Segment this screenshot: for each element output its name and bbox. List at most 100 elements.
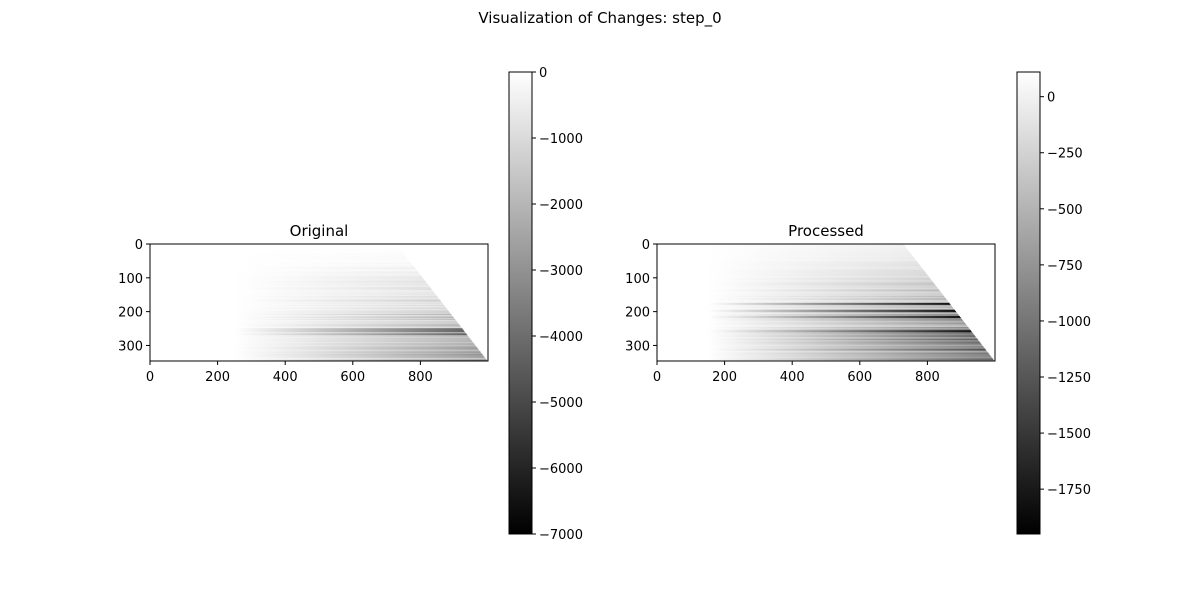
- heatmap-row: [657, 321, 964, 323]
- heatmap-row: [657, 324, 967, 326]
- heatmap-row: [657, 355, 991, 357]
- heatmap-row: [150, 338, 471, 340]
- heatmap-row: [150, 358, 487, 360]
- heatmap-row: [657, 284, 936, 286]
- x-tick-label: 400: [780, 370, 805, 385]
- heatmap-row: [150, 260, 410, 262]
- heatmap-row: [150, 301, 442, 304]
- heatmap-row: [150, 350, 480, 352]
- heatmap-row: [657, 301, 949, 304]
- heatmap-row: [150, 292, 435, 295]
- heatmap-row: [657, 280, 933, 282]
- heatmap-row: [150, 344, 476, 346]
- heatmap-row: [657, 312, 958, 315]
- colorbar-tick-label: −750: [1047, 259, 1083, 274]
- colorbar-tick-label: 0: [539, 66, 547, 81]
- heatmap-row: [150, 252, 404, 254]
- processed-heatmap: [657, 244, 995, 361]
- heatmap-row: [150, 288, 432, 290]
- heatmap-row: [657, 345, 983, 347]
- heatmap-row: [150, 293, 436, 296]
- heatmap-row: [150, 278, 424, 280]
- heatmap-row: [150, 269, 417, 271]
- heatmap-row: [657, 344, 983, 346]
- heatmap-row: [150, 349, 480, 351]
- heatmap-row: [150, 328, 463, 330]
- colorbar-tick-label: −1000: [1047, 315, 1091, 330]
- y-tick-label: 200: [118, 306, 143, 321]
- heatmap-row: [150, 356, 485, 358]
- heatmap-row: [150, 359, 487, 361]
- heatmap-row: [150, 272, 419, 274]
- heatmap-row: [657, 261, 918, 263]
- heatmap-row: [150, 333, 467, 335]
- heatmap-row: [150, 273, 420, 275]
- heatmap-row: [657, 304, 952, 307]
- heatmap-row: [657, 297, 946, 300]
- heatmap-row: [150, 320, 457, 322]
- heatmap-row: [150, 284, 429, 286]
- heatmap-row: [150, 335, 468, 337]
- heatmap-row: [150, 246, 399, 248]
- heatmap-row: [657, 258, 915, 260]
- heatmap-row: [657, 331, 972, 333]
- heatmap-row: [657, 272, 926, 274]
- heatmap-row: [150, 334, 468, 336]
- heatmap-row: [657, 293, 943, 296]
- heatmap-row: [657, 342, 981, 344]
- heatmap-row: [657, 307, 954, 310]
- colorbar-tick-label: −1750: [1047, 483, 1091, 498]
- heatmap-row: [150, 345, 476, 347]
- original-heatmap: [150, 244, 488, 361]
- heatmap-row: [657, 354, 990, 356]
- processed-colorbar-ticks: 0 −250 −500 −750 −1000 −1250 −1500 −1750: [1040, 91, 1091, 498]
- heatmap-row: [657, 353, 990, 355]
- heatmap-row: [657, 303, 951, 306]
- heatmap-row: [657, 358, 994, 360]
- heatmap-row: [657, 306, 953, 309]
- heatmap-row: [657, 334, 975, 336]
- heatmap-row: [657, 335, 975, 337]
- heatmap-row: [657, 308, 955, 311]
- colorbar-tick-label: −7000: [539, 528, 583, 543]
- original-axes-frame: [149, 243, 489, 362]
- heatmap-row: [150, 282, 427, 284]
- heatmap-row: [657, 338, 978, 340]
- heatmap-row: [657, 340, 979, 342]
- heatmap-row: [657, 279, 932, 281]
- figure-suptitle: Visualization of Changes: step_0: [478, 9, 722, 27]
- heatmap-row: [657, 336, 976, 338]
- heatmap-row: [657, 296, 945, 299]
- heatmap-row: [150, 295, 438, 298]
- heatmap-row: [657, 347, 985, 349]
- heatmap-row: [657, 288, 939, 290]
- heatmap-row: [150, 285, 430, 287]
- heatmap-row: [150, 296, 438, 299]
- heatmap-row: [657, 246, 906, 248]
- heatmap-row: [657, 281, 934, 283]
- heatmap-row: [657, 351, 988, 353]
- heatmap-row: [657, 298, 947, 301]
- heatmap-row: [150, 318, 455, 320]
- heatmap-row: [150, 291, 434, 293]
- heatmap-row: [657, 305, 953, 308]
- colorbar-tick-label: 0: [1047, 91, 1055, 106]
- heatmap-row: [150, 327, 462, 329]
- heatmap-row: [150, 339, 472, 341]
- heatmap-row: [150, 283, 428, 285]
- heatmap-row: [657, 322, 965, 324]
- heatmap-row: [150, 286, 430, 288]
- heatmap-row: [657, 352, 989, 354]
- heatmap-row: [150, 326, 461, 328]
- colorbar-tick-label: −4000: [539, 330, 583, 345]
- heatmap-row: [657, 318, 962, 320]
- heatmap-row: [150, 322, 458, 324]
- x-tick-label: 0: [146, 370, 154, 385]
- heatmap-row: [657, 325, 968, 327]
- heatmap-row: [657, 320, 964, 322]
- y-tick-label: 300: [118, 339, 143, 354]
- heatmap-row: [657, 292, 942, 295]
- processed-colorbar: [1016, 71, 1041, 535]
- heatmap-row: [657, 255, 913, 257]
